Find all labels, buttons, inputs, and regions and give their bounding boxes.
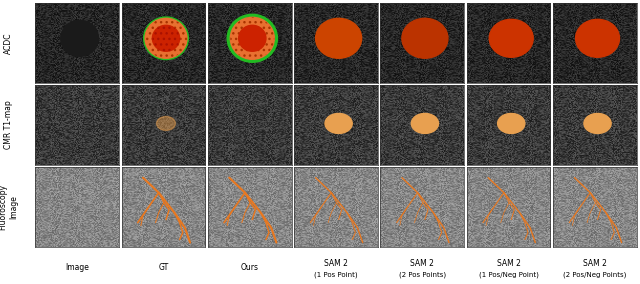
Circle shape — [152, 25, 180, 51]
Text: ACDC: ACDC — [4, 32, 13, 54]
Text: SAM 2: SAM 2 — [410, 259, 435, 268]
Text: Ours: Ours — [241, 263, 259, 272]
Ellipse shape — [412, 114, 438, 133]
Text: CMR T1-map: CMR T1-map — [4, 101, 13, 149]
Text: SAM 2: SAM 2 — [324, 259, 348, 268]
Circle shape — [61, 20, 99, 56]
Text: (2 Pos Points): (2 Pos Points) — [399, 272, 446, 278]
Text: GT: GT — [158, 263, 168, 272]
Circle shape — [143, 16, 189, 60]
Text: Image: Image — [65, 263, 89, 272]
Text: SAM 2: SAM 2 — [497, 259, 520, 268]
Ellipse shape — [584, 114, 611, 133]
Ellipse shape — [489, 19, 533, 57]
Ellipse shape — [316, 18, 362, 58]
Text: (1 Pos Point): (1 Pos Point) — [314, 272, 358, 278]
Ellipse shape — [575, 19, 620, 57]
Circle shape — [227, 14, 277, 62]
Text: (1 Pos/Neg Point): (1 Pos/Neg Point) — [479, 272, 538, 278]
Circle shape — [239, 25, 266, 51]
Circle shape — [145, 18, 187, 58]
Text: Fluoroscopy
Image: Fluoroscopy Image — [0, 184, 18, 230]
Text: (2 Pos/Neg Points): (2 Pos/Neg Points) — [563, 272, 627, 278]
Circle shape — [230, 17, 275, 59]
Ellipse shape — [157, 116, 175, 130]
Ellipse shape — [402, 18, 448, 58]
Ellipse shape — [498, 114, 525, 133]
Text: SAM 2: SAM 2 — [583, 259, 607, 268]
Ellipse shape — [325, 114, 352, 133]
